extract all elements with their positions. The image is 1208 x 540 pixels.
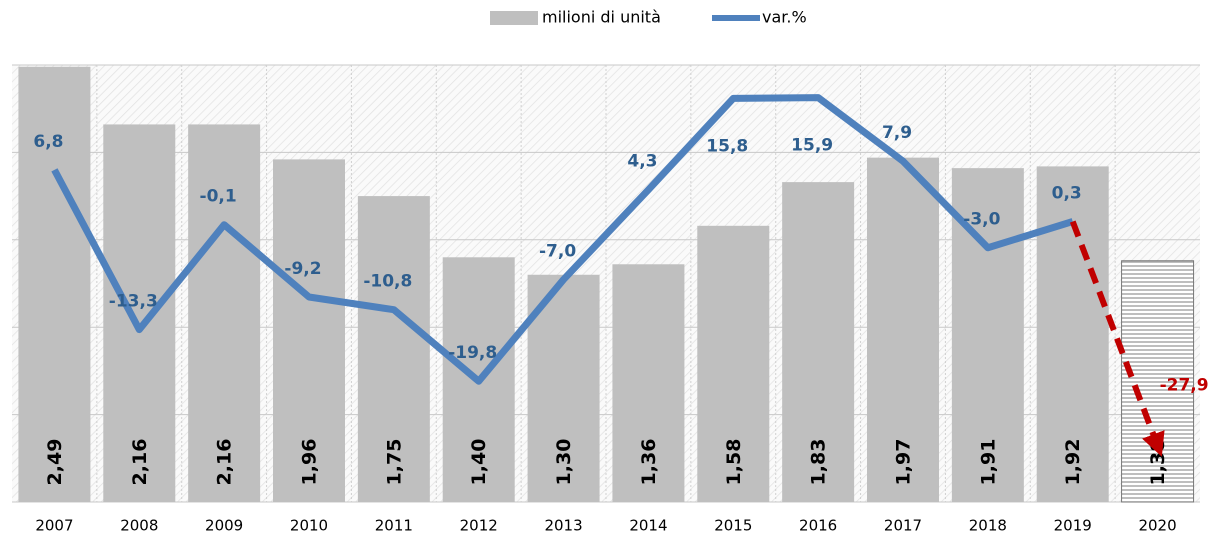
bar-label: 1,38: [1147, 439, 1169, 486]
legend-label: var.%: [762, 8, 807, 27]
bar: [188, 124, 261, 502]
bar-label: 1,96: [299, 439, 321, 486]
line-label: -9,2: [284, 259, 321, 279]
bar-label: 1,92: [1062, 439, 1084, 486]
line-label: -7,0: [539, 242, 576, 262]
x-tick-label: 2014: [629, 517, 667, 535]
x-tick-label: 2012: [460, 517, 498, 535]
bar-label: 1,83: [808, 439, 830, 486]
bar: [18, 66, 91, 503]
x-tick-label: 2018: [969, 517, 1007, 535]
line-label: -27,9: [1160, 376, 1208, 396]
x-tick-label: 2009: [205, 517, 243, 535]
line-label: 15,9: [791, 136, 833, 156]
bar-label: 1,75: [383, 439, 405, 486]
x-tick-label: 2010: [290, 517, 328, 535]
bar-label: 2,16: [129, 439, 151, 486]
line-label: -0,1: [200, 187, 237, 207]
x-tick-label: 2013: [544, 517, 582, 535]
line-label: -13,3: [109, 292, 158, 312]
bar: [782, 182, 855, 502]
bar-label: 1,36: [638, 439, 660, 486]
line-label: -10,8: [363, 272, 412, 292]
line-label: 7,9: [882, 123, 912, 143]
bar-label: 1,58: [723, 439, 745, 486]
x-tick-label: 2007: [35, 517, 73, 535]
bar-label: 1,30: [553, 439, 575, 486]
bar: [1121, 260, 1195, 503]
bar-label: 1,40: [468, 439, 490, 486]
line-label: -19,8: [448, 343, 497, 363]
bar-label: 1,97: [893, 439, 915, 486]
bar: [697, 225, 770, 503]
bar: [103, 124, 176, 502]
bar-label: 2,16: [214, 439, 236, 486]
line-label: 0,3: [1052, 184, 1082, 204]
x-tick-label: 2019: [1054, 517, 1092, 535]
line-label: 4,3: [627, 152, 657, 172]
x-tick-label: 2015: [714, 517, 752, 535]
line-label: 15,8: [706, 136, 748, 156]
legend-label: milioni di unità: [542, 8, 661, 27]
x-tick-label: 2008: [120, 517, 158, 535]
x-tick-label: 2011: [375, 517, 413, 535]
bar: [867, 157, 939, 503]
x-tick-label: 2020: [1138, 517, 1176, 535]
bar-label: 2,49: [44, 439, 66, 486]
line-label: -3,0: [963, 210, 1000, 230]
line-label: 6,8: [33, 132, 63, 152]
line-series: [51, 94, 1074, 385]
bar: [357, 196, 430, 502]
bar-label: 1,91: [977, 439, 999, 486]
bar: [273, 159, 345, 502]
forecast-segment: [1069, 220, 1165, 457]
x-tick-label: 2017: [884, 517, 922, 535]
x-tick-label: 2016: [799, 517, 837, 535]
bar: [612, 264, 685, 502]
legend-swatch: [490, 11, 538, 25]
